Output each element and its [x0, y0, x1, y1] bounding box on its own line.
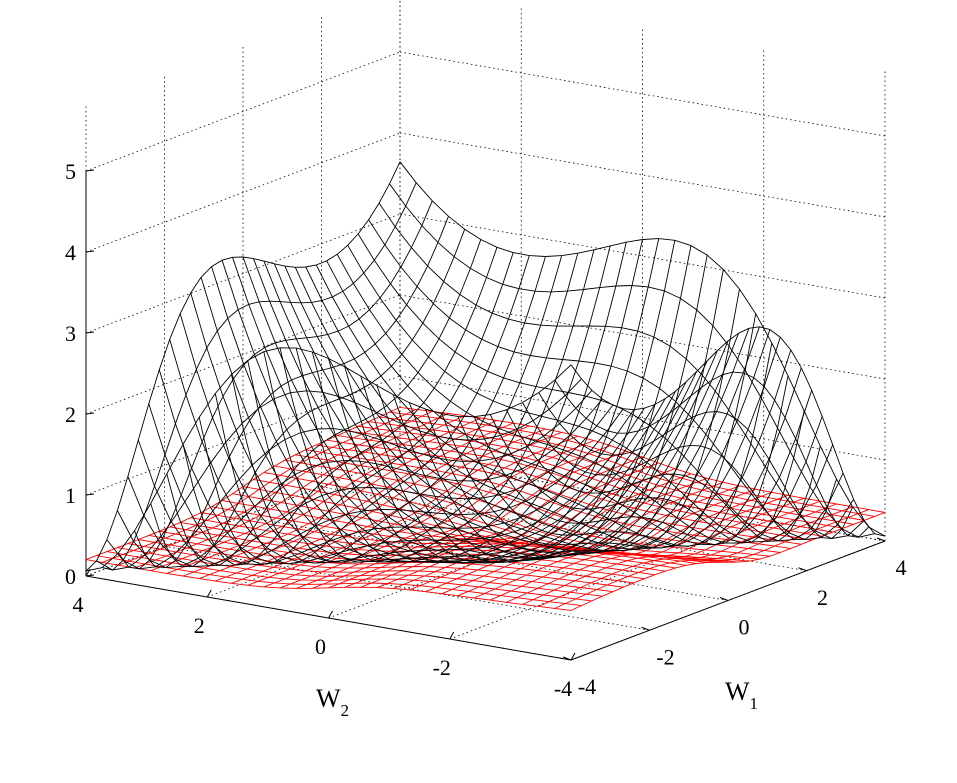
- black-mesh-line: [392, 255, 708, 562]
- black-mesh-line: [376, 245, 692, 563]
- z-tick-label: 1: [65, 483, 76, 508]
- black-mesh-line: [441, 313, 757, 549]
- w1-tick-label: 4: [896, 555, 907, 580]
- w2-tick: [449, 631, 455, 640]
- black-mesh-line: [279, 249, 595, 563]
- red-mesh-line: [166, 417, 481, 574]
- wall-grid-z: [85, 456, 401, 577]
- red-mesh-line: [570, 512, 886, 611]
- z-tick-label: 4: [65, 240, 76, 265]
- black-mesh-line: [315, 264, 802, 547]
- black-mesh-line: [457, 342, 773, 547]
- w2-tick-label: 4: [73, 592, 84, 617]
- wall-grid-z: [399, 375, 886, 461]
- red-mesh-line: [506, 500, 821, 603]
- black-mesh-line: [247, 255, 563, 563]
- black-mesh-line: [570, 326, 886, 537]
- w1-tick-label: 0: [739, 615, 750, 640]
- w1-tick: [641, 626, 650, 631]
- black-mesh-line: [231, 256, 546, 564]
- black-mesh-line: [489, 410, 805, 544]
- w2-tick: [328, 610, 333, 619]
- w1-tick-label: -4: [578, 674, 596, 699]
- z-tick: [85, 169, 95, 172]
- floor-grid-w2: [207, 477, 522, 598]
- wall-grid-z: [85, 294, 401, 415]
- z-tick-label: 0: [65, 564, 76, 589]
- red-mesh-line: [150, 415, 465, 572]
- z-tick: [85, 331, 95, 334]
- z-tick: [85, 412, 95, 415]
- floor-grid-w1: [242, 516, 729, 601]
- black-mesh-line: [311, 242, 627, 563]
- w1-tick: [719, 597, 729, 601]
- wall-grid-z: [399, 294, 886, 380]
- black-mesh-line: [117, 200, 433, 570]
- z-tick: [85, 574, 95, 577]
- black-mesh-line: [326, 260, 813, 546]
- w1-tick: [876, 537, 886, 542]
- black-mesh-line: [102, 182, 417, 571]
- red-mesh-line: [215, 425, 530, 582]
- z-tick-label: 3: [65, 321, 76, 346]
- w2-tick-label: -2: [433, 655, 451, 680]
- black-mesh-line: [328, 239, 643, 564]
- red-mesh-line: [279, 440, 595, 589]
- tick-labels: 0 1 2 3 4 5 4 2 0 -2 -4 -4 -2 0 2 4: [65, 159, 907, 701]
- floor-grid-w1: [164, 545, 650, 631]
- wall-grid-z: [399, 132, 886, 218]
- z-tick-label: 5: [65, 159, 76, 184]
- axes: [85, 169, 886, 661]
- red-mesh-line: [538, 506, 853, 607]
- w2-tick-label: 0: [315, 634, 326, 659]
- wall-grid-z: [85, 51, 401, 172]
- wall-grid-z: [399, 51, 886, 137]
- series-red-wireframe: [85, 406, 886, 611]
- black-mesh-line: [505, 409, 821, 542]
- black-mesh-line: [263, 253, 579, 563]
- series-black-wireframe: [85, 161, 886, 572]
- x-axis-label: W1: [725, 677, 758, 713]
- w1-tick: [562, 656, 572, 661]
- w2-tick-label: 2: [194, 613, 205, 638]
- black-mesh-line: [166, 239, 482, 567]
- w1-tick: [798, 567, 807, 572]
- w2-tick-label: -4: [554, 676, 572, 701]
- w1-tick-label: -2: [656, 644, 674, 669]
- w2-tick: [570, 652, 576, 661]
- black-mesh-line: [360, 240, 676, 564]
- black-mesh-line: [344, 238, 660, 564]
- black-mesh-line: [134, 216, 449, 569]
- wall-grid-z: [85, 132, 401, 253]
- red-mesh-line: [328, 456, 643, 589]
- axis-labels: W1 W2: [316, 677, 758, 720]
- red-mesh-line: [360, 468, 675, 588]
- z-tick: [85, 493, 95, 496]
- black-mesh-line: [85, 161, 401, 572]
- z-tick: [85, 250, 95, 253]
- black-mesh-line: [554, 371, 870, 538]
- black-mesh-line: [273, 263, 760, 554]
- y-axis-label: W2: [316, 684, 349, 720]
- w1-tick-label: 2: [817, 585, 828, 610]
- red-mesh-line: [102, 408, 417, 563]
- black-mesh-line: [295, 245, 611, 563]
- red-mesh-line: [296, 445, 611, 589]
- red-mesh-line: [376, 473, 692, 589]
- w2-tick: [206, 589, 212, 598]
- red-mesh-line: [522, 503, 837, 605]
- z-tick-label: 2: [65, 402, 76, 427]
- red-mesh-line: [199, 422, 514, 580]
- wall-grid-z: [399, 213, 886, 299]
- black-mesh-line: [538, 392, 854, 539]
- wall-grid-z: [85, 213, 401, 334]
- black-mesh-line: [150, 229, 466, 567]
- black-mesh-line: [182, 247, 498, 566]
- black-mesh-line: [214, 255, 530, 565]
